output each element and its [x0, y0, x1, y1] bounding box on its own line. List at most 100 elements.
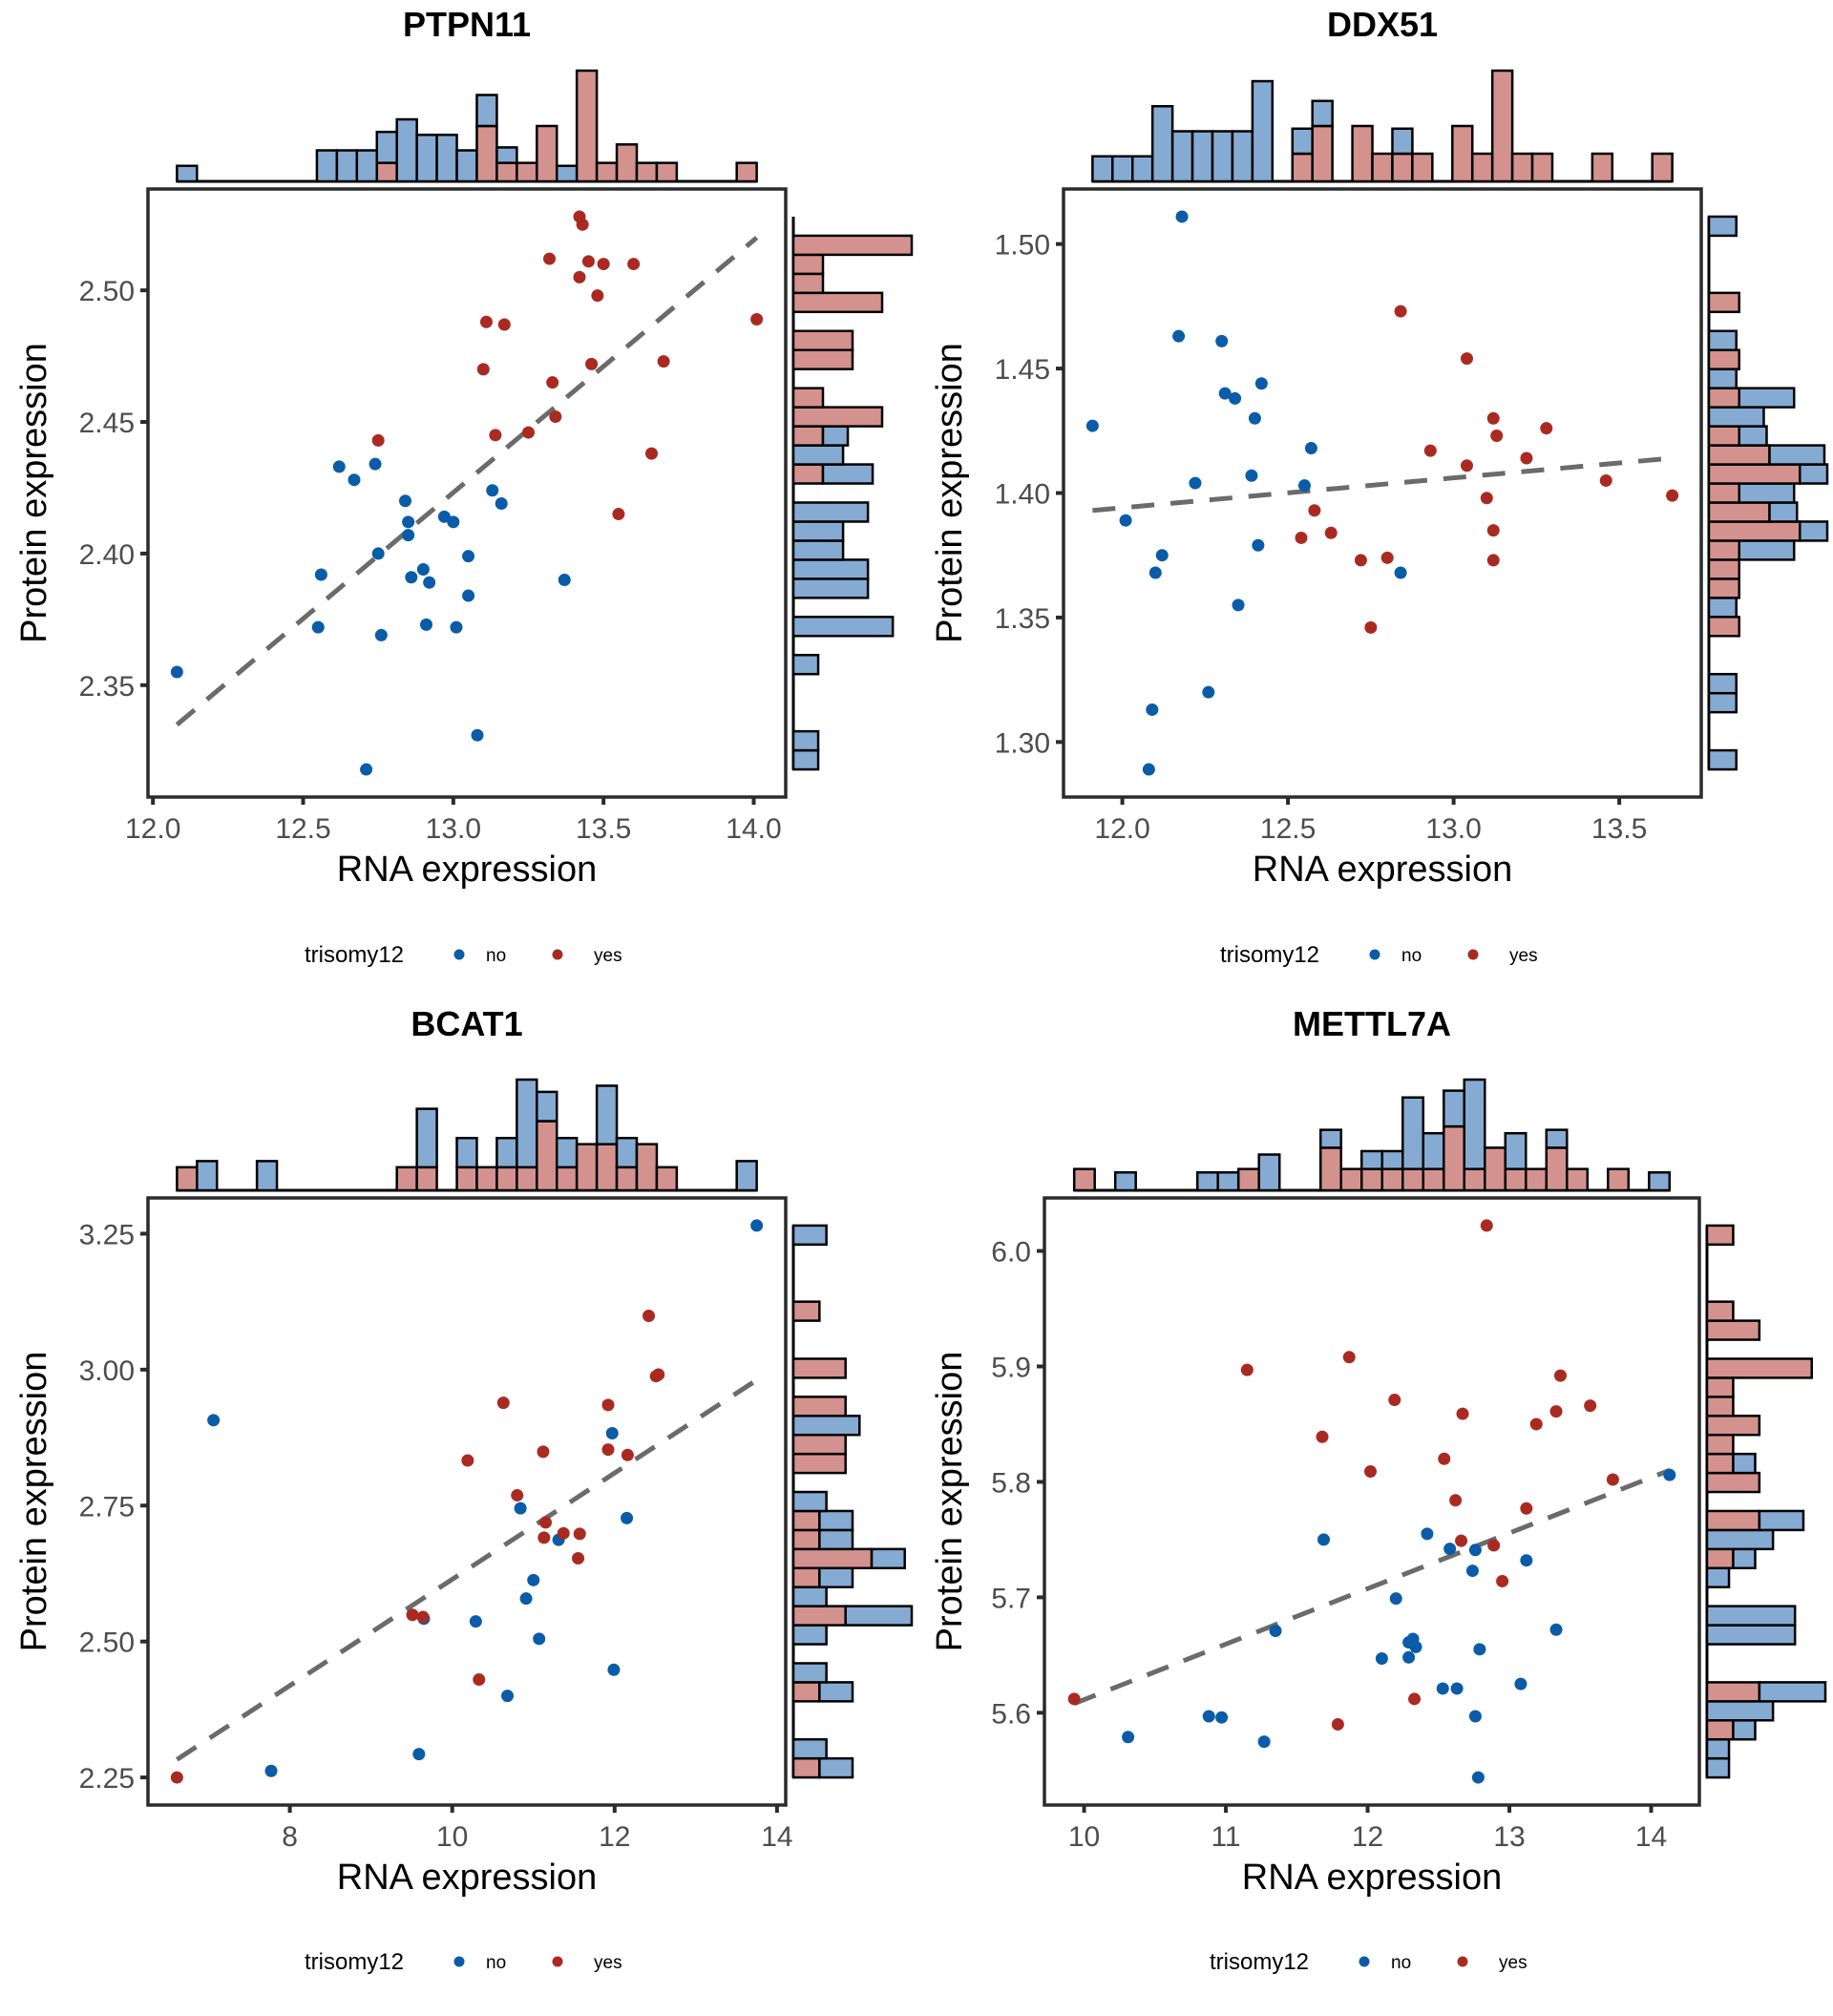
y-tick-label: 5.9 [991, 1352, 1031, 1383]
y-hist-bar-no [1738, 482, 1796, 504]
y-hist-bar-no [791, 539, 845, 561]
x-hist-bar-yes [635, 161, 659, 183]
data-point-no [374, 628, 388, 641]
data-point-yes [621, 1448, 634, 1461]
x-hist-bar-no [1190, 130, 1214, 183]
data-point-no [1297, 479, 1311, 493]
data-point-yes [643, 1309, 656, 1322]
y-hist-bar-no [791, 1662, 828, 1684]
x-hist-bar-yes [1359, 1167, 1384, 1192]
y-hist-bar-no [1799, 463, 1829, 485]
x-hist-bar-yes [575, 69, 599, 183]
x-hist-bar-yes [1463, 1167, 1486, 1192]
plot-panel [146, 1196, 788, 1807]
data-point-yes [576, 218, 589, 231]
x-hist-bar-yes [615, 143, 639, 183]
legend: trisomy12 no yes [1210, 1949, 1528, 1975]
y-tick-label: 1.50 [995, 230, 1050, 262]
data-point-yes [497, 318, 511, 331]
y-tick-label: 6.0 [991, 1237, 1031, 1269]
series-yes [170, 1309, 665, 1784]
x-hist-bar-yes [1311, 124, 1334, 183]
y-tick-label: 2.50 [79, 276, 135, 307]
chart-title: PTPN11 [403, 5, 531, 44]
y-axis-title: Protein expression [930, 343, 970, 643]
data-point-no [1146, 703, 1159, 716]
y-hist-bar-yes [1705, 1319, 1761, 1341]
y-hist-bar-yes [1707, 501, 1771, 523]
x-hist-bar-yes [1411, 152, 1434, 183]
y-hist-bar-no [1707, 691, 1738, 714]
x-hist-bar-no [1391, 127, 1414, 156]
data-point-no [416, 562, 430, 576]
y-hist-bar-no [818, 1528, 854, 1551]
data-point-no [1175, 210, 1189, 223]
y-hist-bar-no [791, 520, 845, 542]
data-point-yes [1486, 554, 1500, 567]
x-hist-bar-no [1648, 1171, 1672, 1192]
y-hist-bar-no [791, 653, 820, 676]
series-no [1085, 210, 1407, 776]
x-hist-bar-yes [495, 161, 518, 183]
data-point-yes [627, 258, 641, 271]
y-axis-title: Protein expression [14, 1352, 54, 1652]
data-point-no [1148, 566, 1162, 579]
x-hist-bar-no [1113, 1171, 1137, 1192]
y-tick-label: 2.40 [79, 539, 135, 571]
data-point-yes [585, 357, 599, 370]
x-hist-bar-yes [516, 161, 538, 183]
data-point-no [450, 620, 463, 634]
x-hist-bar-yes [555, 1166, 579, 1192]
data-point-no [1232, 598, 1245, 612]
y-hist-bar-no [1732, 1547, 1757, 1570]
x-hist-bar-no [1318, 1128, 1342, 1149]
y-tick-label: 5.7 [991, 1583, 1031, 1614]
data-point-no [1122, 1731, 1135, 1744]
y-hist-bar-no [1768, 444, 1826, 466]
y-hist-bar-yes [1707, 578, 1741, 599]
x-hist-bar-yes [1504, 1167, 1528, 1192]
data-point-no [402, 529, 415, 542]
y-hist-bar-no [1707, 215, 1738, 238]
x-hist-bar-yes [475, 1166, 498, 1192]
data-point-no [1443, 1543, 1457, 1556]
data-point-yes [170, 1771, 183, 1784]
x-hist-bar-no [1195, 1171, 1219, 1192]
regression-line [175, 236, 759, 727]
x-tick-label: 14 [1635, 1821, 1667, 1853]
x-hist-bar-yes [495, 1166, 518, 1192]
y-hist-bar-yes [1707, 558, 1741, 580]
x-hist-bar-yes [536, 124, 558, 183]
x-tick-label: 12 [599, 1821, 630, 1853]
x-hist-bar-no [455, 149, 478, 183]
data-point-yes [371, 433, 385, 447]
x-hist-bar-yes [1391, 152, 1414, 183]
data-point-yes [476, 363, 490, 376]
legend-key-yes [552, 1956, 563, 1967]
y-hist-bar-yes [791, 1566, 821, 1588]
data-point-no [412, 1748, 426, 1761]
x-hist-bar-yes [455, 1166, 478, 1192]
y-hist-bar-no [1705, 1528, 1775, 1551]
data-point-yes [416, 1610, 430, 1624]
data-point-yes [537, 1531, 551, 1544]
data-point-no [1229, 391, 1242, 405]
x-hist-bar-no [1111, 155, 1134, 183]
x-hist-bar-no [1170, 130, 1194, 183]
data-point-no [1252, 538, 1265, 552]
chart-title: BCAT1 [411, 1004, 522, 1043]
y-hist-bar-yes [1707, 348, 1741, 370]
y-hist-bar-yes [791, 1452, 847, 1475]
x-hist-bar-yes [595, 161, 619, 183]
data-point-yes [1486, 524, 1500, 537]
y-hist-bar-no [791, 748, 820, 771]
y-hist-bar-yes [1705, 1415, 1761, 1437]
data-point-yes [1295, 531, 1308, 544]
x-hist-bar-yes [1530, 152, 1554, 183]
y-hist-bar-no [1758, 1681, 1827, 1703]
y-hist-bar-no [818, 1681, 854, 1703]
y-hist-bar-yes [1705, 1300, 1735, 1322]
x-marginal-histogram [1091, 69, 1674, 183]
x-hist-bar-no [475, 94, 498, 128]
legend-label-yes: yes [594, 946, 622, 966]
